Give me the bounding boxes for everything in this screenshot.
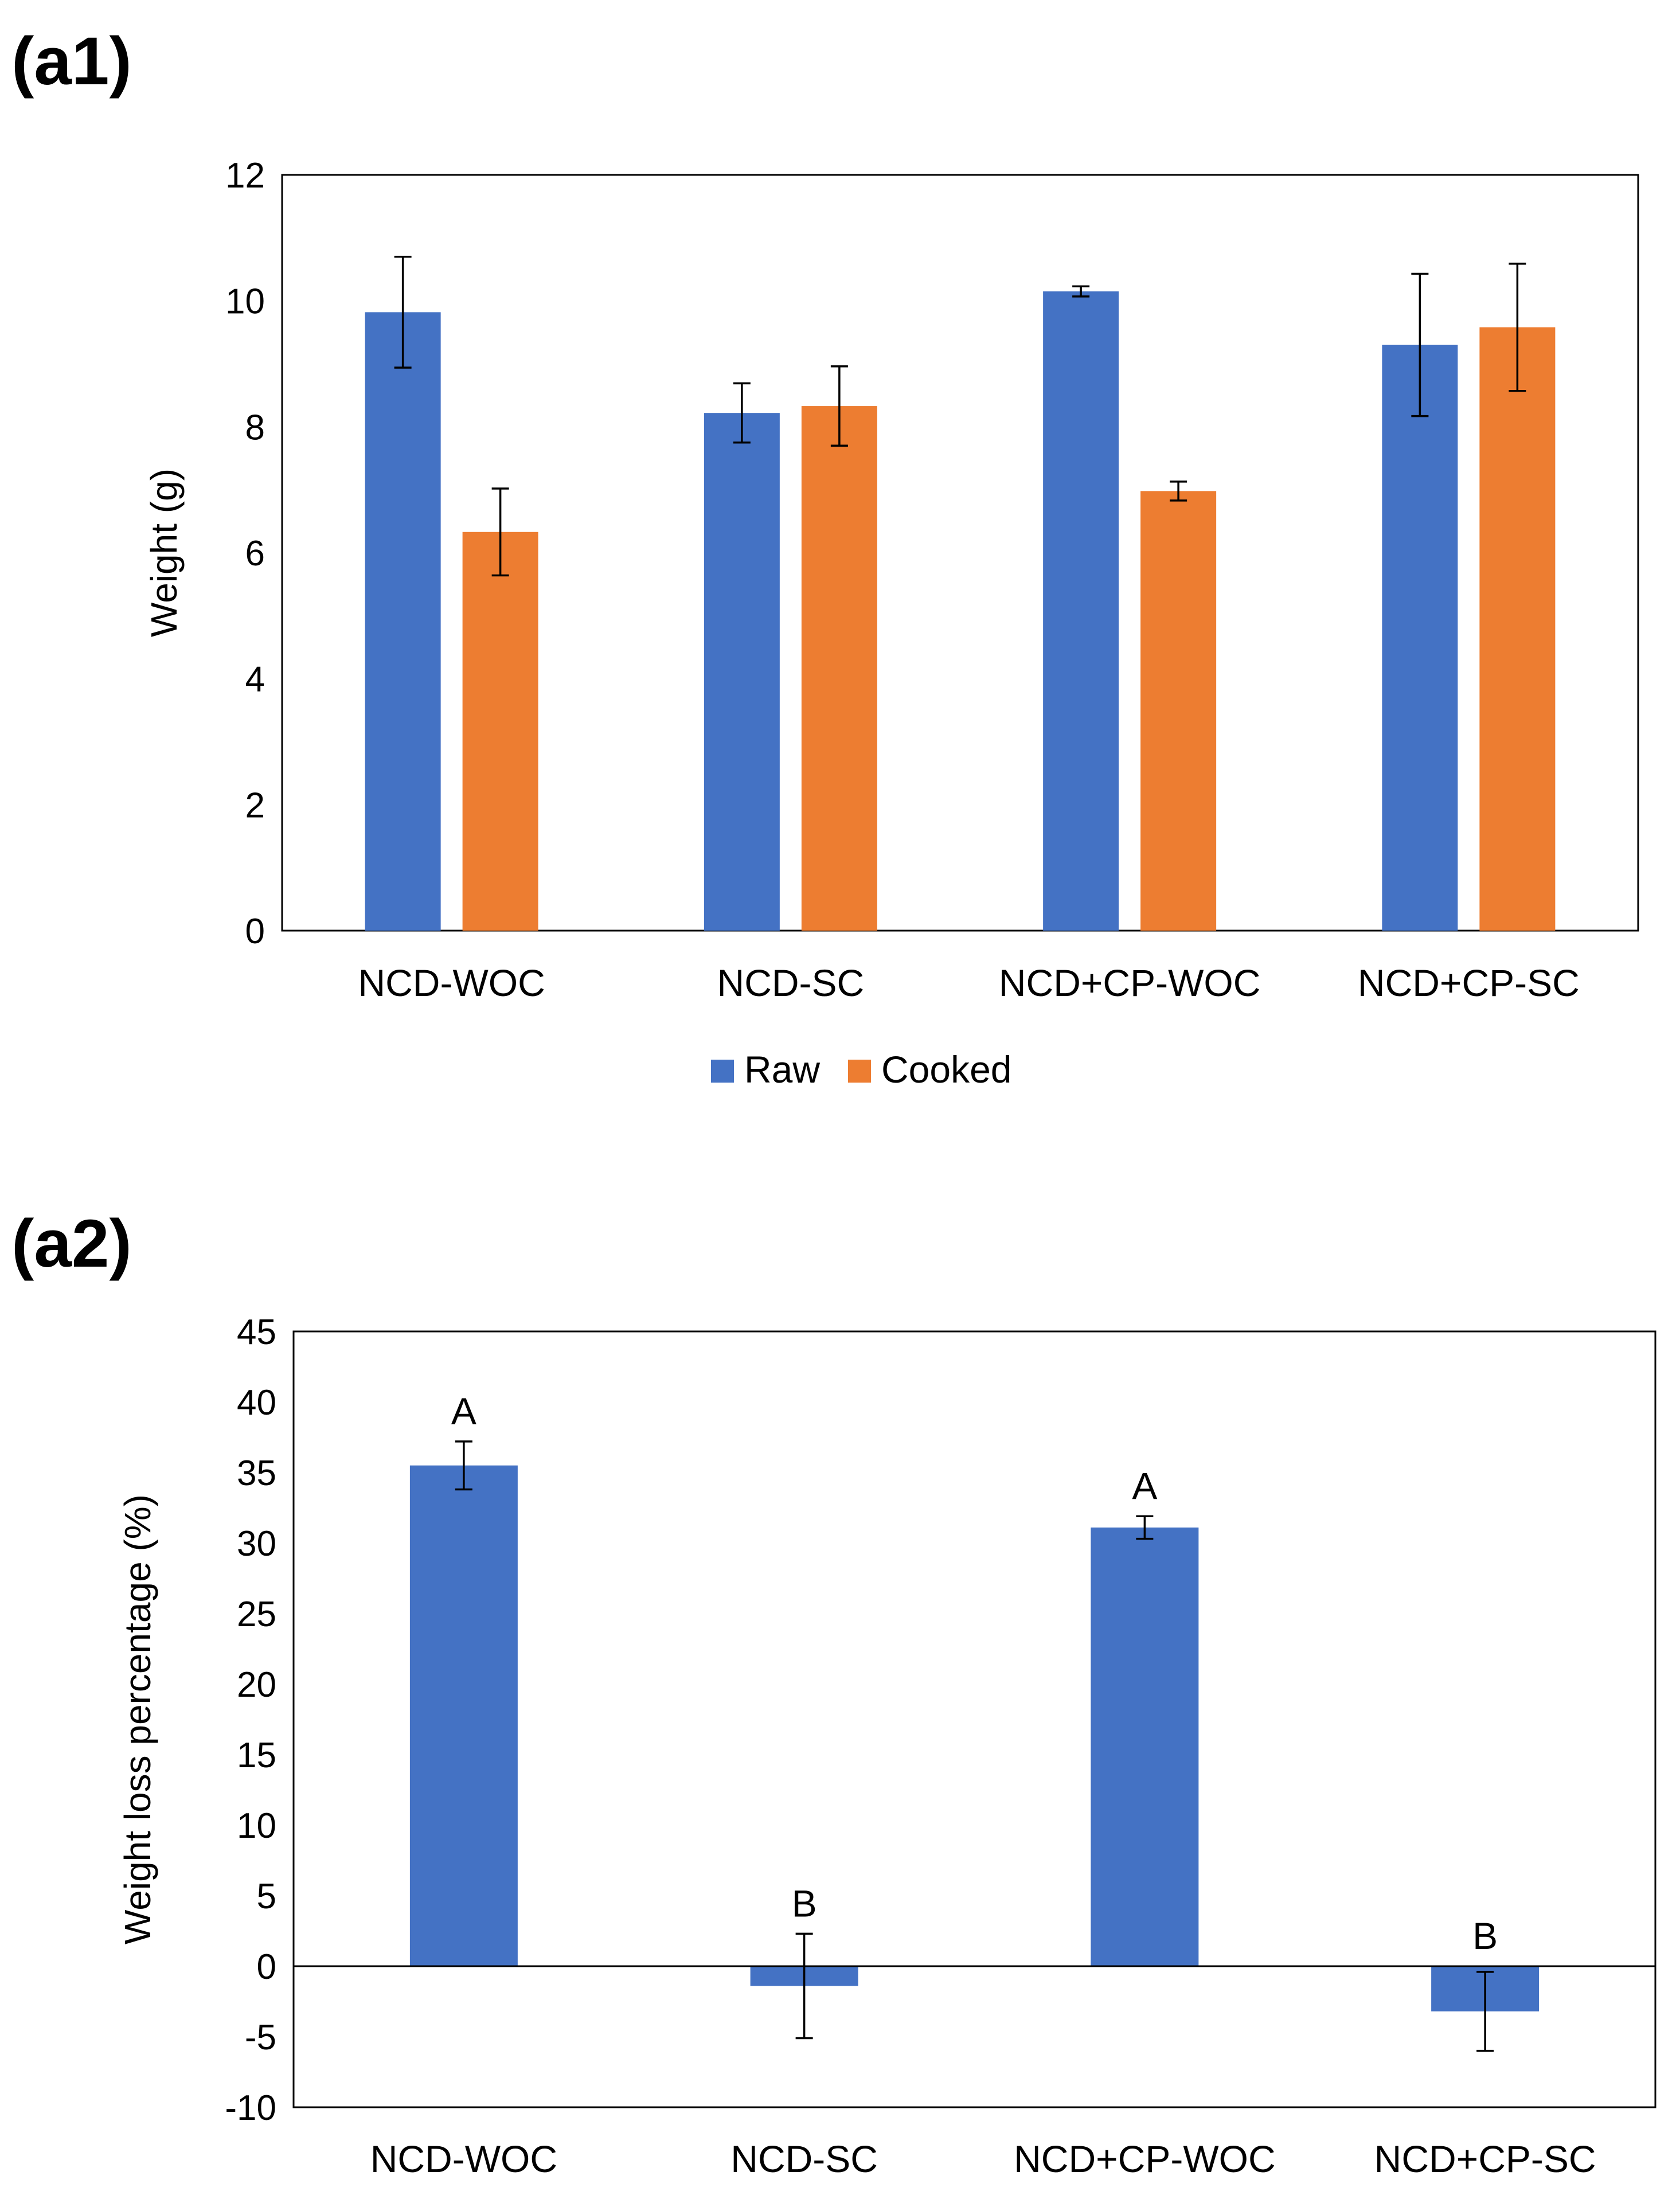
y-tick-label-10: 10 [225, 282, 265, 322]
x-tick-label-ncd-cp-sc: NCD+CP-SC [1358, 962, 1580, 1004]
y-tick-label-6: 6 [245, 534, 265, 573]
significance-label-ncd-cp-sc: B [1472, 1915, 1498, 1957]
chart-a2-weight-loss: -10 -5 0 5 10 15 20 25 30 35 40 45 Weight loss perce… [117, 1313, 1656, 2180]
y-tick-label-20: 20 [237, 1665, 276, 1705]
y-tick-label-40: 40 [237, 1383, 276, 1423]
bar-raw-ncd-cp-woc [1043, 291, 1119, 931]
legend-swatch-cooked [848, 1060, 871, 1083]
bar-raw-ncd-sc [704, 413, 780, 931]
y-tick-label-10: -10 [225, 2088, 276, 2128]
legend-swatch-raw [711, 1060, 734, 1083]
plot-frame [292, 1330, 1656, 2108]
y-tick-label-30: 30 [237, 1524, 276, 1564]
x-tick-label-ncd-cp-woc: NCD+CP-WOC [999, 962, 1261, 1004]
bar-raw-ncd-woc [365, 312, 441, 931]
y-tick-label-4: 4 [245, 660, 265, 700]
bar-weight-loss-ncd-cp-woc [1091, 1527, 1199, 1966]
plot-frame [281, 174, 1639, 932]
y-tick-label-10: 10 [237, 1806, 276, 1846]
significance-label-ncd-sc: B [792, 1882, 817, 1924]
panel-label-a1: (a1) [11, 24, 132, 99]
y-tick-label-15: 15 [237, 1736, 276, 1775]
x-tick-label-ncd-cp-sc: NCD+CP-SC [1374, 2138, 1596, 2180]
bar-cooked-ncd-sc [801, 406, 877, 931]
significance-label-ncd-cp-woc: A [1132, 1464, 1157, 1507]
y-tick-label-0: 0 [245, 912, 265, 951]
y-axis-label: Weight loss percentage (%) [117, 1494, 158, 1944]
y-tick-label-8: 8 [245, 408, 265, 447]
y-tick-label-5: 5 [257, 1877, 276, 1916]
legend-label-cooked: Cooked [881, 1048, 1012, 1091]
y-tick-label-2: 2 [245, 786, 265, 825]
y-tick-label-35: 35 [237, 1454, 276, 1493]
significance-label-ncd-woc: A [451, 1390, 476, 1432]
y-axis-label: Weight (g) [143, 468, 185, 637]
bar-weight-loss-ncd-woc [409, 1465, 518, 1966]
y-tick-label-0: 0 [257, 1947, 276, 1987]
bar-cooked-ncd-woc [462, 532, 538, 931]
chart-a1-weight: 0 2 4 6 8 10 12 Weight (g) NCD-WOC NCD-SC NCD+CP-W… [143, 156, 1639, 1091]
bar-cooked-ncd-cp-sc [1479, 327, 1556, 931]
y-tick-label-5: -5 [245, 2018, 276, 2057]
y-tick-label-12: 12 [225, 156, 265, 196]
x-tick-label-ncd-woc: NCD-WOC [370, 2138, 557, 2180]
bar-raw-ncd-cp-sc [1382, 345, 1458, 931]
x-tick-label-ncd-woc: NCD-WOC [358, 962, 545, 1004]
panel-label-a2: (a2) [11, 1206, 132, 1282]
bar-cooked-ncd-cp-woc [1140, 491, 1217, 931]
y-tick-label-25: 25 [237, 1595, 276, 1634]
x-tick-label-ncd-sc: NCD-SC [730, 2138, 878, 2180]
legend-label-raw: Raw [744, 1048, 820, 1091]
x-tick-label-ncd-sc: NCD-SC [717, 962, 865, 1004]
x-tick-label-ncd-cp-woc: NCD+CP-WOC [1014, 2138, 1276, 2180]
y-tick-label-45: 45 [237, 1313, 276, 1352]
